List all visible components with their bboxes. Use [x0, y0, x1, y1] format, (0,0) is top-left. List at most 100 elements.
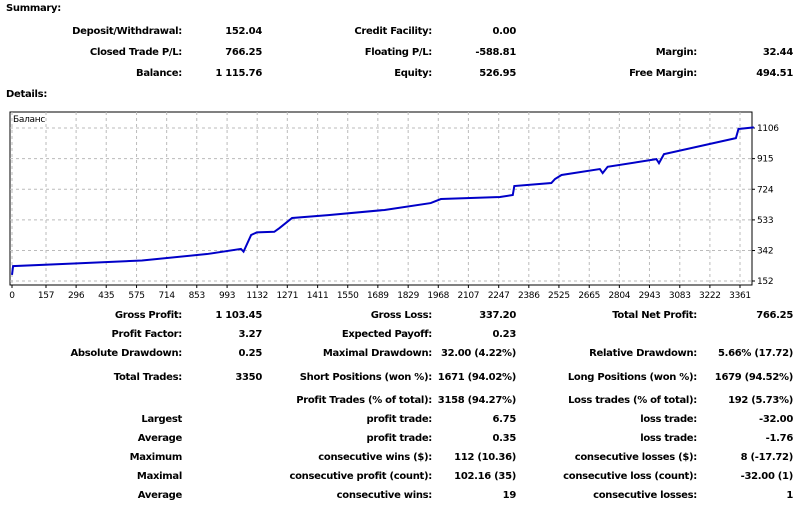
x-tick-label: 296 — [68, 291, 85, 301]
summary-table: Deposit/Withdrawal: 152.04 Credit Facility… — [0, 21, 793, 84]
stat-label: Deposit/Withdrawal: — [72, 26, 182, 37]
stat-value: 0.25 — [238, 348, 263, 359]
stat-value — [182, 429, 262, 448]
stat-value: 1679 (94.52%) — [714, 371, 794, 383]
stat-value: 3350 — [235, 371, 262, 383]
x-tick-label: 1411 — [307, 291, 329, 301]
stat-label: Equity: — [394, 68, 432, 79]
x-tick-label: 3361 — [729, 291, 751, 301]
stat-value: 102.16 (35) — [454, 471, 516, 482]
stat-value: 337.20 — [479, 310, 516, 321]
x-tick-label: 2943 — [639, 291, 661, 301]
balance-chart: 0 157 296 435 575 714 853 993 1132 1271 1411 1550 16… — [9, 111, 780, 301]
stat-value — [182, 486, 262, 505]
y-tick-label: 533 — [757, 216, 773, 226]
x-tick-label: 993 — [219, 291, 235, 301]
stat-value — [182, 391, 262, 410]
x-tick-label: 2107 — [458, 291, 480, 301]
stat-label: Maximal — [136, 471, 182, 482]
stat-label: profit trade: — [366, 414, 433, 425]
stat-label: Maximum — [129, 452, 183, 463]
stat-label: Credit Facility: — [354, 26, 432, 37]
stat-label: Maximal Drawdown: — [322, 348, 432, 359]
stat-label: Expected Payoff: — [341, 329, 432, 340]
stat-label: Free Margin: — [629, 68, 697, 79]
stat-value: 5.66% (17.72) — [717, 348, 793, 359]
stat-label: Closed Trade P/L: — [89, 47, 182, 58]
stat-value: -32.00 — [759, 414, 793, 425]
stat-label: Absolute Drawdown: — [70, 348, 182, 359]
stat-value: 152.04 — [225, 26, 262, 37]
stat-label: Floating P/L: — [364, 47, 433, 58]
stat-label: Balance: — [136, 68, 182, 79]
stat-label: profit trade: — [366, 433, 433, 444]
stat-value: 19 — [502, 490, 517, 501]
stat-value: 766.25 — [756, 310, 793, 321]
stat-label: Profit Trades (% of total): — [296, 395, 432, 406]
stat-value — [697, 21, 793, 42]
stat-label: consecutive losses ($): — [574, 452, 698, 463]
stat-value: 494.51 — [756, 68, 793, 79]
stat-label: loss trade: — [640, 433, 697, 444]
stat-value: -1.76 — [765, 433, 794, 444]
stat-label: Total Trades: — [113, 371, 183, 383]
stat-value: 8 (-17.72) — [740, 452, 794, 463]
chart-title: Баланс — [13, 115, 45, 125]
stat-label: Relative Drawdown: — [589, 348, 697, 359]
stat-value: 32.00 (4.22%) — [440, 348, 516, 359]
x-tick-label: 1271 — [276, 291, 298, 301]
y-tick-label: 152 — [757, 277, 773, 287]
stat-value: 1671 (94.02%) — [437, 371, 517, 383]
stats-row: Deposit/Withdrawal: 152.04 Credit Facility… — [0, 21, 793, 42]
details-heading: Details: — [6, 89, 48, 100]
stats-row: Maximal consecutive profit (count): 102.16… — [0, 467, 793, 486]
x-tick-label: 2386 — [518, 291, 540, 301]
stat-label: Profit Factor: — [111, 329, 183, 340]
x-tick-label: 2525 — [548, 291, 570, 301]
stat-value: 3.27 — [238, 329, 263, 340]
stats-row: Total Trades: 3350 Short Positions (won %)… — [0, 363, 794, 391]
details-table: Gross Profit: 1 103.45 Gross Loss: 337.20 To… — [0, 306, 793, 505]
stat-value — [182, 410, 262, 429]
stat-value: 1 — [786, 490, 793, 501]
x-tick-label: 1550 — [337, 291, 359, 301]
stats-row: Maximum consecutive wins ($): 112 (10.36) c… — [0, 448, 794, 467]
x-tick-label: 1968 — [427, 291, 449, 301]
x-tick-label: 1132 — [246, 291, 268, 301]
stat-label: Long Positions (won %): — [567, 371, 697, 383]
stat-value: 112 (10.36) — [454, 452, 516, 463]
stats-row: Profit Factor: 3.27 Expected Payoff: 0.23 — [0, 325, 793, 344]
x-tick-label: 714 — [159, 291, 176, 301]
stat-value: 1 103.45 — [215, 310, 262, 321]
stat-value — [182, 467, 262, 486]
y-tick-label: 724 — [757, 185, 774, 195]
stat-label: consecutive losses: — [593, 490, 697, 501]
stat-label — [516, 21, 697, 42]
stat-value: 32.44 — [762, 47, 793, 58]
summary-heading: Summary: — [6, 3, 61, 14]
stat-label: consecutive wins ($): — [318, 452, 432, 463]
stat-value: -32.00 (1) — [740, 471, 794, 482]
stat-label: consecutive loss (count): — [563, 471, 697, 482]
y-tick-label: 342 — [757, 247, 773, 257]
x-tick-label: 1829 — [397, 291, 419, 301]
stats-row: Closed Trade P/L: 766.25 Floating P/L: -588… — [0, 42, 793, 63]
plot-area — [9, 111, 753, 286]
stats-row: Largest profit trade: 6.75 loss trade: -32.0… — [0, 410, 793, 429]
x-tick-label: 0 — [9, 291, 15, 301]
x-tick-label: 2665 — [578, 291, 600, 301]
x-tick-label: 2247 — [488, 291, 510, 301]
stat-value — [697, 325, 793, 344]
stat-value: -588.81 — [475, 47, 516, 58]
stat-label: Average — [137, 490, 183, 501]
x-tick-label: 157 — [38, 291, 54, 301]
stat-value: 3158 (94.27%) — [437, 395, 517, 406]
x-tick-label: 3222 — [699, 291, 721, 301]
stat-value: 192 (5.73%) — [728, 395, 793, 406]
stat-label: Gross Loss: — [370, 310, 433, 321]
stat-label: consecutive profit (count): — [289, 471, 432, 482]
stat-label: Total Net Profit: — [612, 310, 697, 321]
x-tick-label: 2804 — [608, 291, 630, 301]
stat-value: 0.23 — [492, 329, 517, 340]
stats-row: Gross Profit: 1 103.45 Gross Loss: 337.20 To… — [0, 306, 793, 325]
